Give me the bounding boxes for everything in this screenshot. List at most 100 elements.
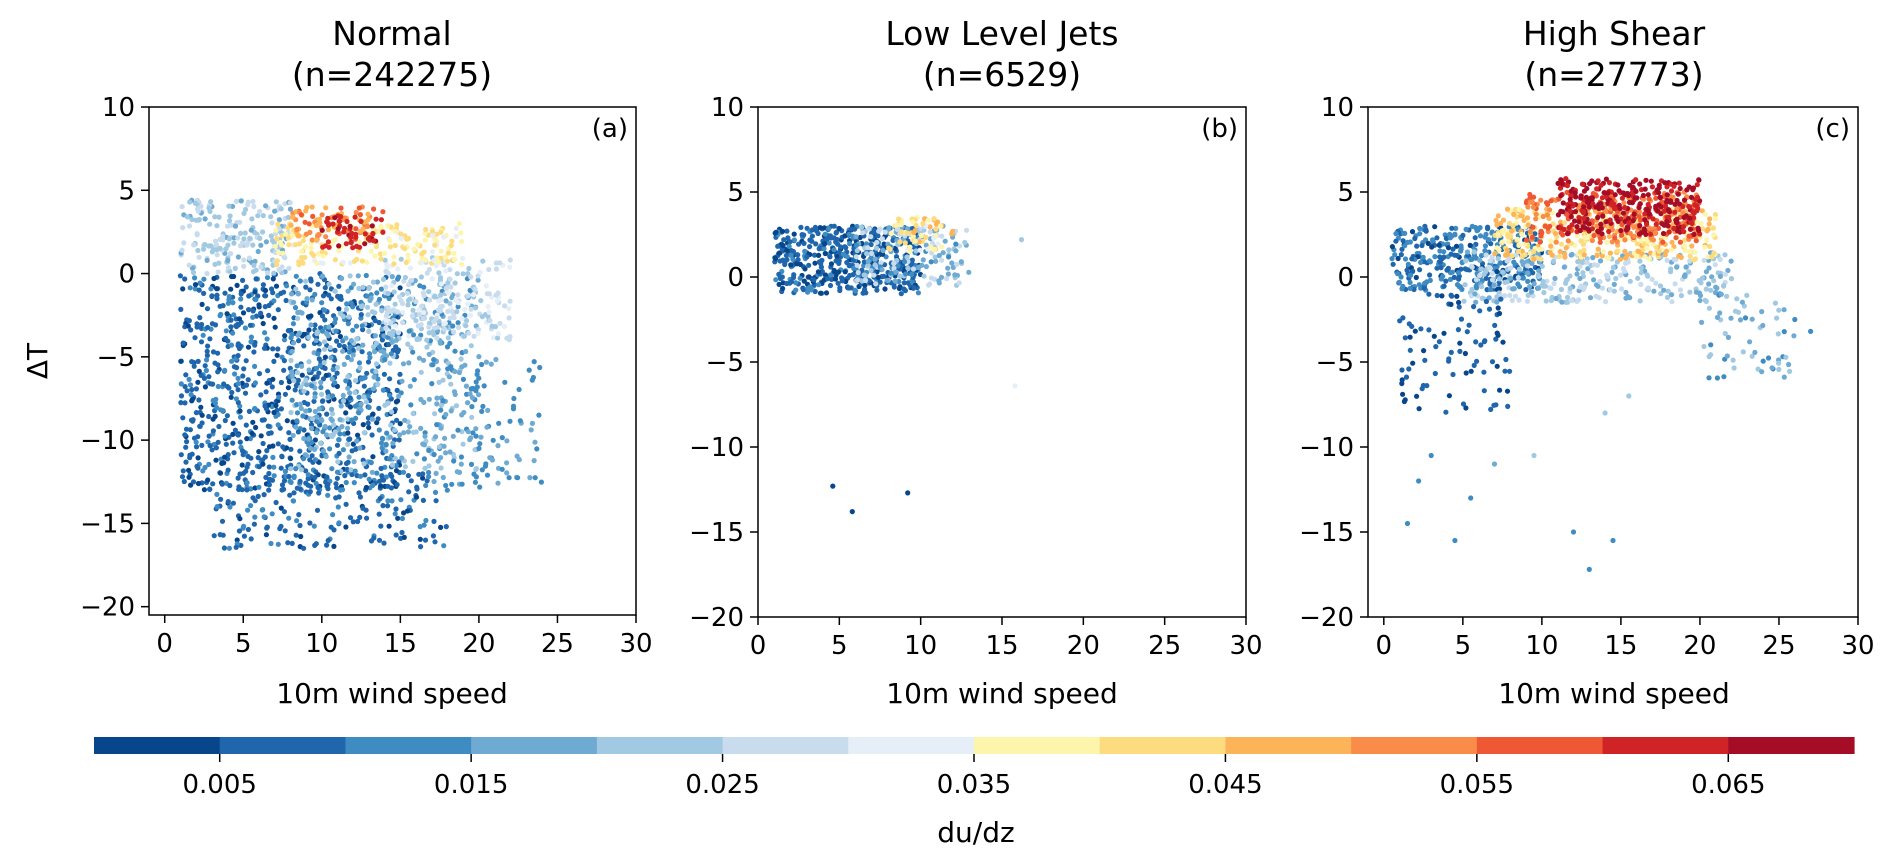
point-c-548 xyxy=(1687,258,1693,264)
point-a-875 xyxy=(252,405,258,412)
point-a-1687 xyxy=(392,301,398,307)
point-b-215 xyxy=(812,260,818,266)
point-c-336 xyxy=(1463,226,1469,232)
point-a-1209 xyxy=(452,368,458,375)
point-a-779 xyxy=(266,312,272,318)
point-b-612 xyxy=(921,273,927,279)
point-a-1621 xyxy=(475,330,481,336)
point-a-2063 xyxy=(378,217,384,223)
point-b-621 xyxy=(871,272,877,278)
point-b-708 xyxy=(931,235,937,241)
point-c-993 xyxy=(1584,235,1590,241)
point-a-2405 xyxy=(475,368,481,374)
point-a-2366 xyxy=(516,386,522,393)
point-a-1099 xyxy=(424,344,430,350)
point-c-1378 xyxy=(1577,227,1583,234)
point-b-685 xyxy=(916,239,922,245)
point-a-2236 xyxy=(269,511,275,517)
point-a-113 xyxy=(260,440,266,447)
point-c-401 xyxy=(1469,286,1475,293)
point-a-138 xyxy=(350,327,356,333)
point-a-2299 xyxy=(261,514,267,520)
point-c-1209 xyxy=(1593,192,1599,198)
point-c-579 xyxy=(1512,293,1519,299)
point-a-2058 xyxy=(307,229,313,235)
point-c-1709 xyxy=(1610,537,1616,544)
point-c-961 xyxy=(1505,238,1511,245)
point-a-242 xyxy=(188,392,194,398)
point-a-1574 xyxy=(217,236,223,243)
point-b-611 xyxy=(945,265,951,271)
point-b-703 xyxy=(938,223,944,229)
point-a-727 xyxy=(305,401,311,407)
point-a-1886 xyxy=(441,234,447,240)
point-c-1112 xyxy=(1638,217,1644,223)
point-a-1729 xyxy=(504,335,510,341)
colorbar-segment-3 xyxy=(471,737,598,754)
point-a-1802 xyxy=(453,225,459,231)
point-c-1595 xyxy=(1456,299,1462,306)
point-c-867 xyxy=(1525,222,1531,228)
colorbar-tick-label-6: 0.065 xyxy=(1691,770,1765,800)
point-a-497 xyxy=(336,437,342,443)
point-c-309 xyxy=(1390,261,1396,267)
point-b-442 xyxy=(842,269,848,275)
point-a-997 xyxy=(356,394,362,400)
point-b-623 xyxy=(949,260,955,266)
point-a-1681 xyxy=(478,298,484,304)
point-b-0 xyxy=(785,235,791,241)
point-c-264 xyxy=(1400,238,1406,244)
point-c-1445 xyxy=(1618,228,1624,234)
point-c-1374 xyxy=(1581,188,1587,194)
point-a-1333 xyxy=(399,378,405,384)
point-a-1970 xyxy=(392,228,398,234)
point-a-899 xyxy=(312,457,319,463)
point-c-238 xyxy=(1451,274,1457,280)
point-b-323 xyxy=(806,274,812,280)
point-c-233 xyxy=(1409,229,1416,235)
ytick-label-a-1: 5 xyxy=(118,176,135,206)
point-c-1710 xyxy=(1602,410,1608,416)
point-a-2108 xyxy=(336,218,342,224)
point-a-2046 xyxy=(365,211,371,217)
point-a-1591 xyxy=(207,221,213,227)
point-b-371 xyxy=(811,277,817,283)
point-c-959 xyxy=(1634,241,1641,247)
point-a-1218 xyxy=(435,366,441,373)
point-b-410 xyxy=(817,290,824,296)
point-a-181 xyxy=(201,290,207,296)
point-a-1684 xyxy=(420,290,426,296)
colorbar-segment-7 xyxy=(974,737,1101,754)
point-c-437 xyxy=(1489,277,1496,283)
point-a-1594 xyxy=(187,199,193,205)
point-a-996 xyxy=(465,271,471,277)
point-a-1375 xyxy=(356,410,362,416)
point-c-954 xyxy=(1511,211,1517,217)
panel-b-points xyxy=(772,215,1025,515)
point-a-855 xyxy=(295,377,301,383)
point-c-444 xyxy=(1516,266,1522,272)
point-a-1226 xyxy=(460,376,466,382)
point-a-749 xyxy=(301,331,307,337)
point-c-999 xyxy=(1552,230,1559,237)
point-a-2131 xyxy=(395,515,401,521)
point-b-632 xyxy=(936,252,942,259)
point-a-1909 xyxy=(278,242,285,248)
point-a-2310 xyxy=(507,418,513,424)
point-a-422 xyxy=(196,287,202,293)
point-c-644 xyxy=(1486,295,1492,301)
point-a-1956 xyxy=(403,259,409,266)
point-c-1128 xyxy=(1538,197,1544,203)
point-a-2318 xyxy=(495,443,501,449)
point-c-1658 xyxy=(1776,307,1782,313)
point-a-2336 xyxy=(514,453,520,459)
point-c-896 xyxy=(1531,249,1537,255)
point-a-531 xyxy=(247,436,253,442)
point-a-2351 xyxy=(488,361,494,367)
point-a-411 xyxy=(362,472,368,478)
point-c-316 xyxy=(1392,252,1398,258)
point-b-473 xyxy=(805,285,811,292)
point-a-617 xyxy=(217,313,223,319)
point-a-2359 xyxy=(528,427,534,433)
